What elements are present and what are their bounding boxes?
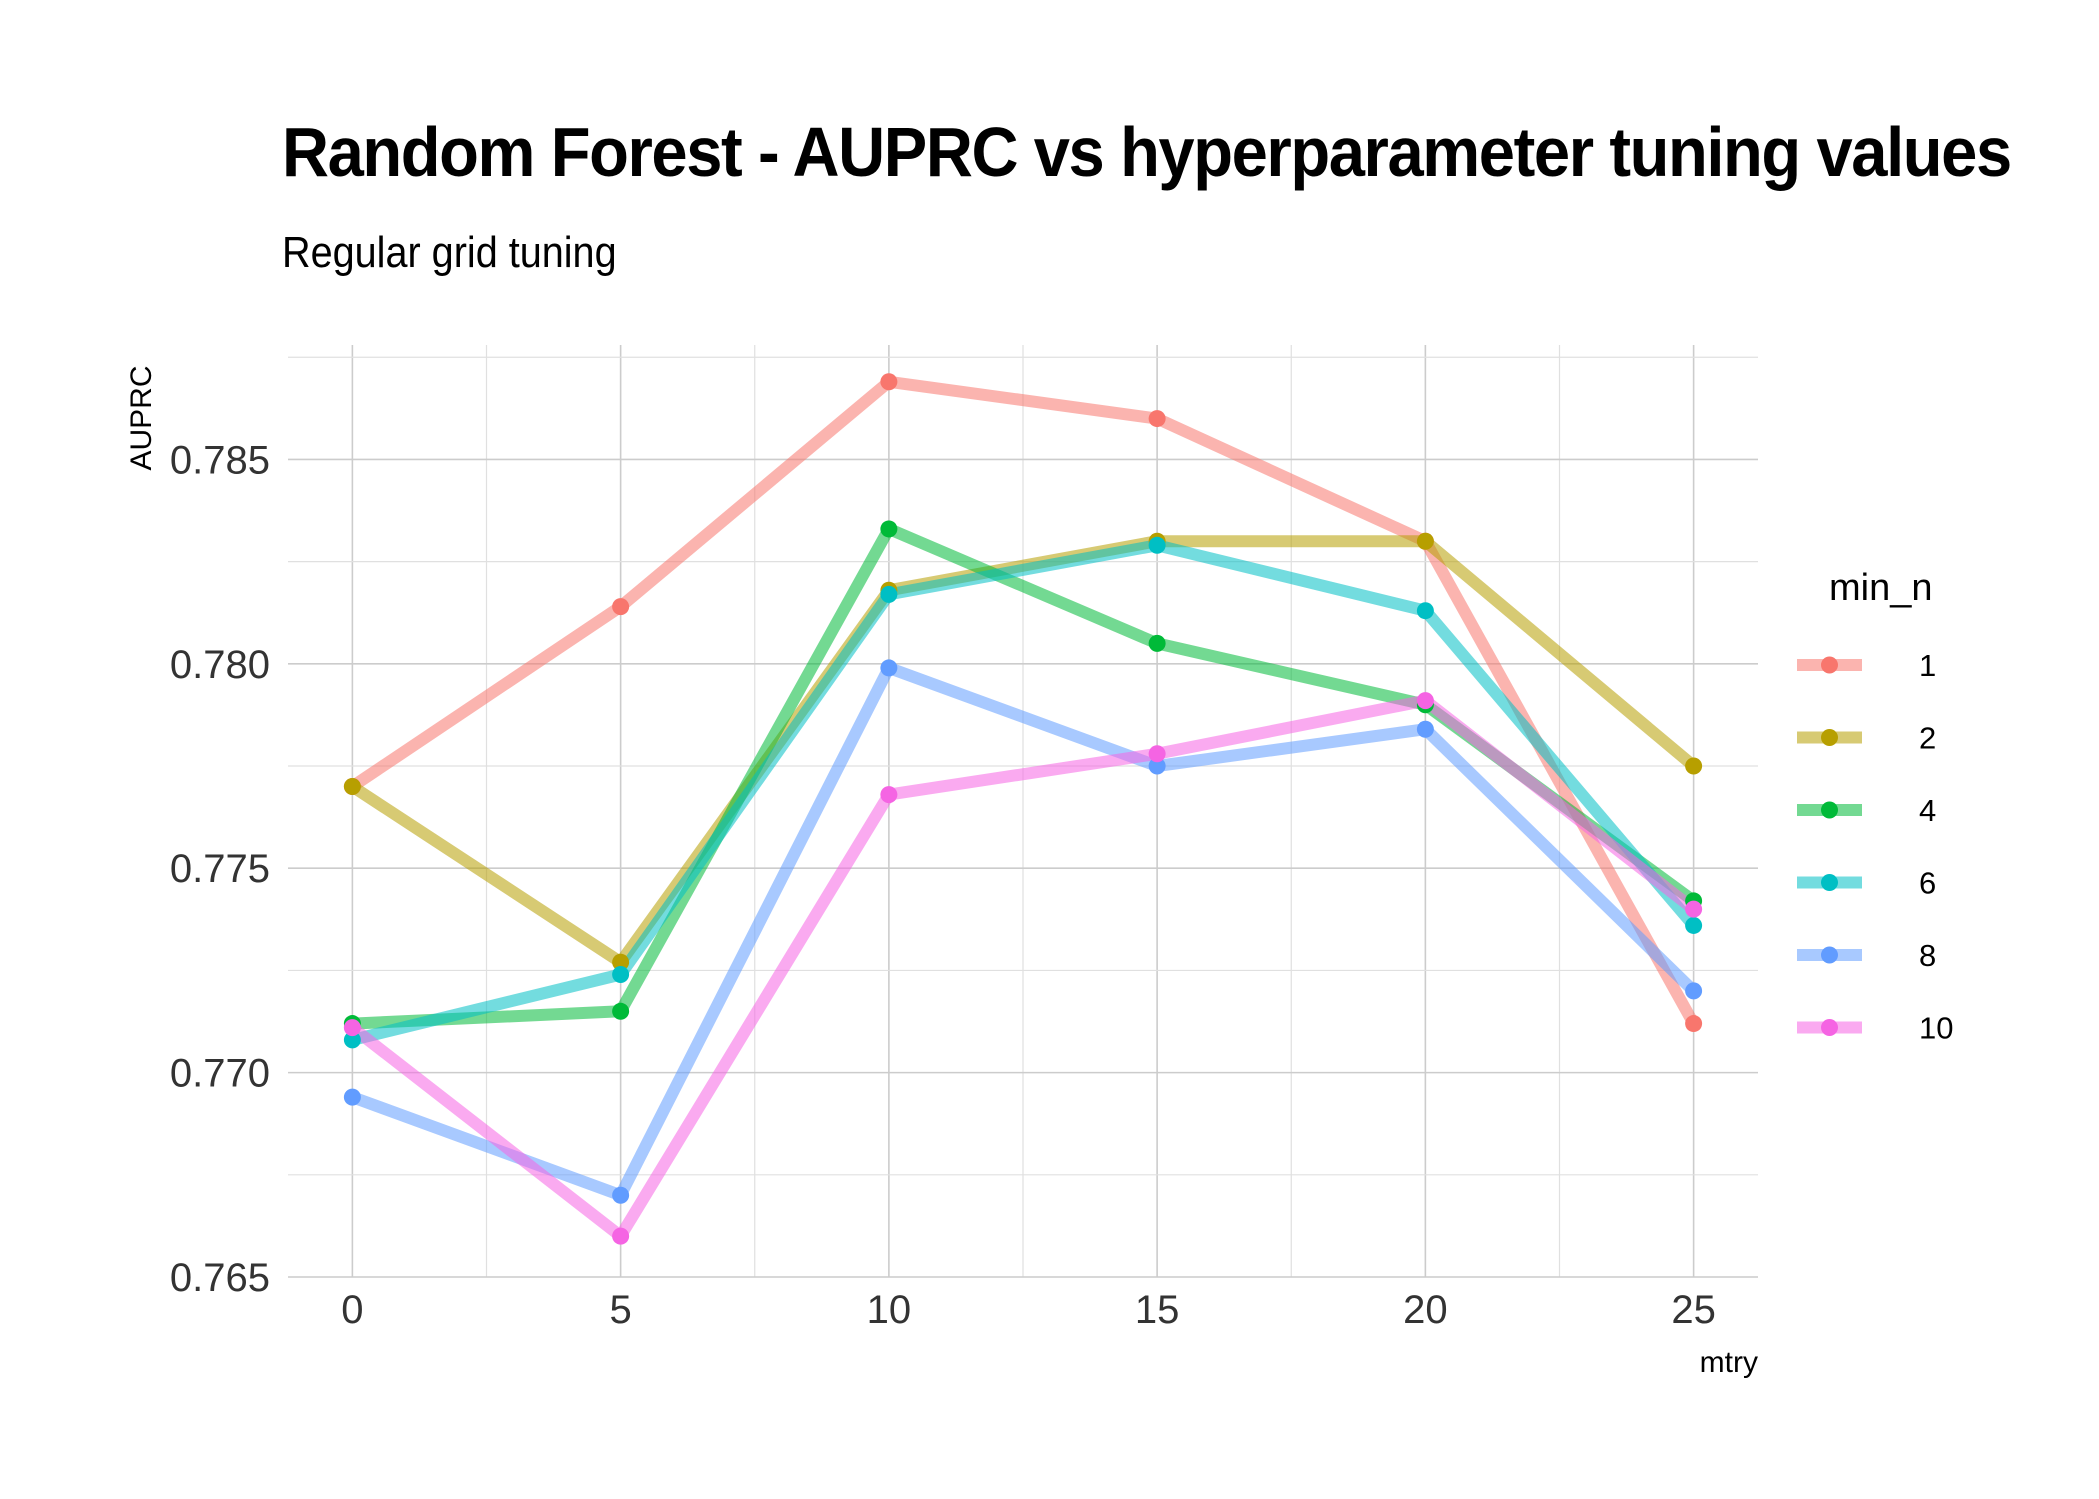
y-tick-label: 0.775 bbox=[170, 847, 270, 891]
y-tick-label: 0.780 bbox=[170, 643, 270, 687]
data-point-2 bbox=[1685, 757, 1703, 775]
data-point-6 bbox=[1685, 916, 1703, 934]
legend-label: 4 bbox=[1919, 793, 1936, 828]
x-tick-label: 0 bbox=[341, 1288, 363, 1332]
data-point-8 bbox=[343, 1088, 361, 1106]
data-point-8 bbox=[1148, 757, 1166, 775]
legend-key-point bbox=[1821, 729, 1838, 746]
legend-key-point bbox=[1821, 656, 1838, 674]
data-point-6 bbox=[880, 585, 898, 603]
legend-label: 8 bbox=[1919, 938, 1936, 973]
legend-label: 6 bbox=[1919, 866, 1936, 901]
series-line-8 bbox=[350, 661, 1698, 1202]
data-point-6 bbox=[1416, 602, 1434, 620]
data-point-8 bbox=[612, 1186, 630, 1204]
data-point-6 bbox=[612, 966, 630, 984]
data-point-1 bbox=[1685, 1015, 1703, 1033]
data-point-10 bbox=[1416, 692, 1434, 710]
legend-key-point bbox=[1821, 1019, 1838, 1036]
data-point-6 bbox=[1148, 536, 1166, 554]
x-tick-label: 10 bbox=[867, 1288, 912, 1332]
data-point-1 bbox=[612, 598, 630, 616]
data-point-8 bbox=[1685, 982, 1703, 1000]
y-tick-label: 0.785 bbox=[170, 438, 270, 482]
legend-title: min_n bbox=[1829, 567, 1933, 609]
legend-label: 10 bbox=[1919, 1011, 1953, 1046]
data-point-10 bbox=[880, 786, 898, 804]
y-tick-label: 0.765 bbox=[170, 1256, 270, 1300]
legend-label: 2 bbox=[1919, 721, 1936, 756]
data-point-10 bbox=[1685, 900, 1703, 918]
chart-title: Random Forest - AUPRC vs hyperparameter … bbox=[282, 113, 2012, 191]
data-point-2 bbox=[612, 953, 630, 971]
legend: min_n 1 2 4 6 8 10 bbox=[1797, 567, 1953, 1046]
x-tick-label: 25 bbox=[1671, 1288, 1716, 1332]
y-axis-title: AUPRC bbox=[125, 365, 158, 470]
data-point-2 bbox=[343, 777, 361, 795]
data-point-6 bbox=[343, 1031, 361, 1049]
x-tick-label: 5 bbox=[610, 1288, 632, 1332]
y-tick-label: 0.770 bbox=[170, 1052, 270, 1096]
legend-key-point bbox=[1821, 946, 1838, 964]
data-point-4 bbox=[1148, 634, 1166, 652]
y-tick-labels: 0.765 0.770 0.775 0.780 0.785 bbox=[170, 438, 270, 1300]
series-lines bbox=[348, 375, 1699, 1243]
gridlines bbox=[288, 345, 1758, 1278]
legend-label: 1 bbox=[1919, 648, 1936, 683]
data-point-8 bbox=[880, 659, 898, 677]
x-axis-title: mtry bbox=[1700, 1346, 1758, 1379]
legend-key-point bbox=[1821, 801, 1838, 819]
series-line-6 bbox=[350, 539, 1699, 1046]
x-tick-label: 20 bbox=[1403, 1288, 1448, 1332]
data-point-2 bbox=[1416, 532, 1434, 550]
data-point-1 bbox=[880, 373, 898, 391]
series-line-10 bbox=[348, 694, 1698, 1243]
chart-subtitle: Regular grid tuning bbox=[282, 228, 617, 277]
data-point-10 bbox=[343, 1019, 361, 1037]
legend-items: 1 2 4 6 8 10 bbox=[1797, 648, 1953, 1046]
x-tick-labels: 0 5 10 15 20 25 bbox=[341, 1288, 1716, 1332]
series-line-1 bbox=[349, 375, 1699, 1027]
data-point-4 bbox=[612, 1002, 630, 1020]
x-tick-label: 15 bbox=[1135, 1288, 1180, 1332]
data-point-1 bbox=[1148, 410, 1166, 428]
data-point-8 bbox=[1416, 720, 1434, 738]
data-point-4 bbox=[880, 520, 898, 538]
data-point-10 bbox=[612, 1227, 630, 1245]
legend-key-point bbox=[1821, 874, 1838, 891]
data-point-10 bbox=[1148, 745, 1166, 763]
series-points bbox=[343, 373, 1703, 1245]
